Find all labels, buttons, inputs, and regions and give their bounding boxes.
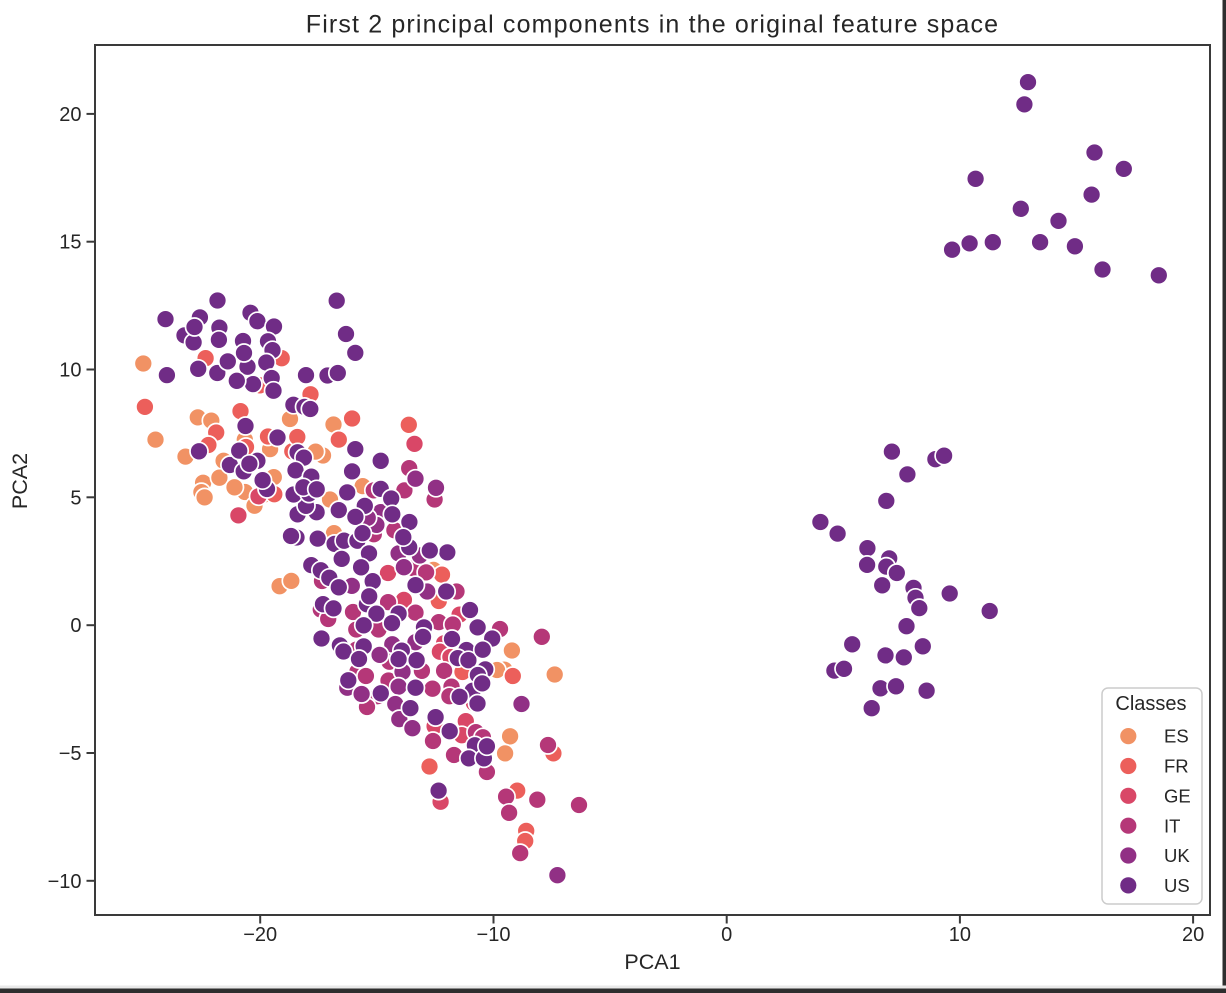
svg-text:−20: −20 <box>243 924 277 946</box>
svg-text:US: US <box>1164 875 1190 896</box>
svg-text:10: 10 <box>59 360 81 382</box>
svg-text:First 2 principal components i: First 2 principal components in the orig… <box>306 11 999 39</box>
svg-text:Classes: Classes <box>1115 693 1186 715</box>
svg-text:0: 0 <box>721 924 732 946</box>
svg-text:ES: ES <box>1164 726 1189 747</box>
svg-text:20: 20 <box>1182 924 1204 946</box>
svg-text:−10: −10 <box>477 924 511 946</box>
svg-text:15: 15 <box>59 232 81 254</box>
svg-text:10: 10 <box>949 924 971 946</box>
svg-text:UK: UK <box>1164 845 1190 866</box>
svg-text:IT: IT <box>1164 815 1180 836</box>
svg-text:−10: −10 <box>48 871 82 893</box>
svg-text:PCA2: PCA2 <box>8 453 32 509</box>
svg-text:20: 20 <box>59 104 81 126</box>
svg-text:0: 0 <box>70 615 81 637</box>
svg-text:−5: −5 <box>59 743 82 765</box>
svg-text:GE: GE <box>1164 785 1191 806</box>
svg-text:FR: FR <box>1164 756 1189 777</box>
svg-text:PCA1: PCA1 <box>624 950 680 974</box>
svg-text:5: 5 <box>70 487 81 509</box>
